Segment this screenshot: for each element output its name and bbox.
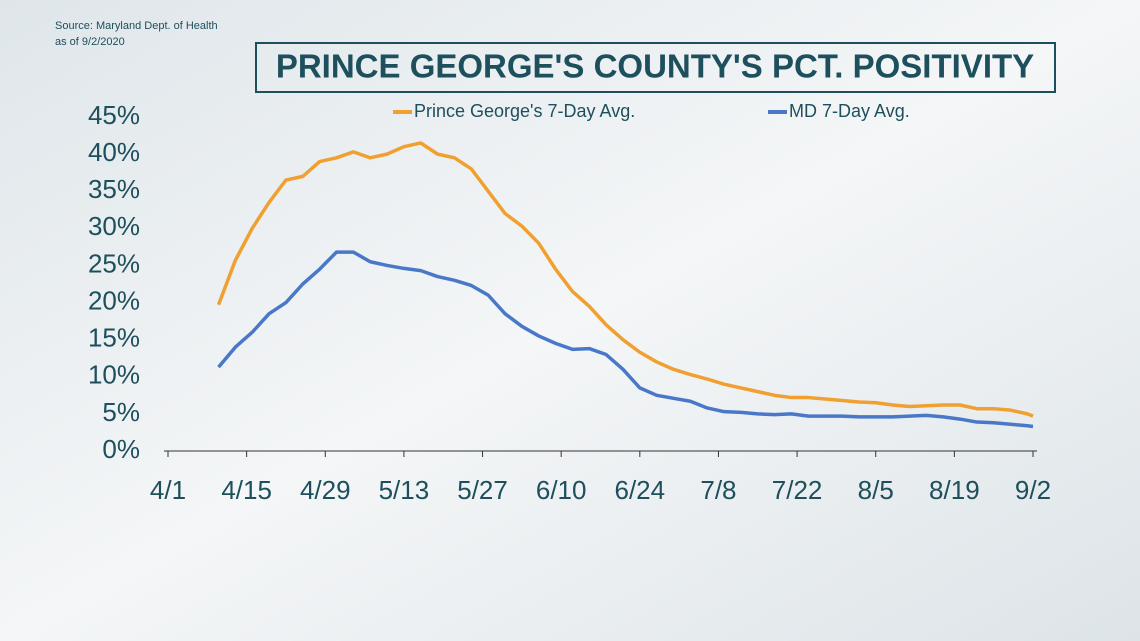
x-tick-label: 4/29 <box>300 475 351 505</box>
x-tick-label: 7/8 <box>700 475 736 505</box>
x-tick-label: 4/15 <box>221 475 272 505</box>
y-tick-label: 15% <box>88 323 140 353</box>
x-tick-label: 8/5 <box>858 475 894 505</box>
x-tick-label: 5/27 <box>457 475 508 505</box>
series-line <box>217 250 1034 429</box>
y-tick-label: 5% <box>102 397 140 427</box>
x-tick-label: 6/10 <box>536 475 587 505</box>
source-date: as of 9/2/2020 <box>55 36 125 48</box>
x-tick-label: 6/24 <box>615 475 666 505</box>
title-box <box>255 42 1056 93</box>
x-tick-label: 8/19 <box>929 475 980 505</box>
x-tick-label: 5/13 <box>379 475 430 505</box>
y-tick-label: 30% <box>88 211 140 241</box>
y-tick-label: 25% <box>88 248 140 278</box>
y-tick-label: 10% <box>88 360 140 390</box>
x-tick-label: 4/1 <box>150 475 186 505</box>
y-tick-label: 35% <box>88 174 140 204</box>
series-line <box>216 141 1034 418</box>
x-tick-label: 9/2 <box>1015 475 1051 505</box>
source: Source: Maryland Dept. of Health <box>55 20 218 32</box>
x-tick-label: 7/22 <box>772 475 823 505</box>
chart-title: PRINCE GEORGE'S COUNTY'S PCT. POSITIVITY <box>276 48 1034 85</box>
y-tick-label: 40% <box>88 137 140 167</box>
y-tick-label: 20% <box>88 285 140 315</box>
legend-label: MD 7-Day Avg. <box>789 101 910 121</box>
y-tick-label: 0% <box>102 434 140 464</box>
y-tick-label: 45% <box>88 100 140 130</box>
legend-label: Prince George's 7-Day Avg. <box>414 101 635 121</box>
